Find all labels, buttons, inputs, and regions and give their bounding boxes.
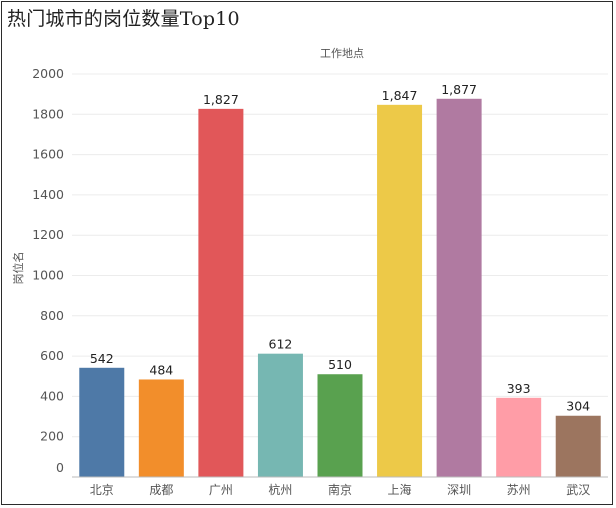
bar	[79, 367, 125, 477]
x-category-label: 上海	[388, 482, 412, 497]
data-label: 542	[90, 351, 114, 366]
bar	[377, 104, 423, 477]
x-category-label: 南京	[328, 482, 352, 497]
y-tick-label: 1200	[32, 227, 64, 242]
y-tick-label: 600	[40, 348, 64, 363]
x-axis-categories: 北京 成都 广州 杭州 南京 上海 深圳 苏州 武汉	[90, 482, 590, 497]
bar	[257, 353, 303, 477]
gridlines	[72, 73, 608, 438]
y-tick-label: 1400	[32, 187, 64, 202]
data-label: 510	[328, 357, 352, 372]
y-tick-label: 1600	[32, 147, 64, 162]
x-category-label: 苏州	[507, 483, 531, 497]
x-category-label: 成都	[149, 483, 173, 497]
y-tick-label: 0	[56, 460, 64, 475]
data-label: 1,827	[203, 92, 239, 107]
bar	[138, 379, 184, 477]
x-category-label: 广州	[209, 483, 233, 497]
y-axis-title: 岗位名	[11, 252, 25, 285]
y-tick-label: 1800	[32, 106, 64, 121]
bar	[555, 415, 601, 477]
bar	[317, 374, 363, 477]
y-tick-label: 200	[40, 429, 64, 444]
x-category-label: 武汉	[566, 483, 590, 497]
y-tick-label: 1000	[32, 268, 64, 283]
data-label: 1,877	[441, 82, 477, 97]
x-category-label: 北京	[90, 483, 114, 497]
bar	[198, 108, 244, 477]
data-label: 393	[507, 381, 531, 396]
bars	[79, 98, 601, 478]
x-category-label: 杭州	[268, 482, 292, 497]
bar	[436, 98, 482, 478]
data-label: 304	[566, 399, 590, 414]
data-label: 1,847	[382, 88, 418, 103]
chart-title: 热门城市的岗位数量Top10	[7, 8, 240, 30]
data-label: 484	[149, 362, 173, 377]
data-label: 612	[269, 337, 293, 352]
y-tick-label: 400	[40, 388, 64, 403]
column-header: 工作地点	[320, 47, 364, 60]
bar	[496, 397, 542, 477]
data-labels: 542 484 1,827 612 510 1,847 1,877 393 304	[90, 82, 590, 414]
y-tick-label: 2000	[32, 66, 64, 81]
y-axis-ticks: 0 200 400 600 800 1000 1200 1400 1600 1800 2000	[32, 66, 64, 475]
y-tick-label: 800	[40, 308, 64, 323]
x-category-label: 深圳	[447, 483, 471, 497]
